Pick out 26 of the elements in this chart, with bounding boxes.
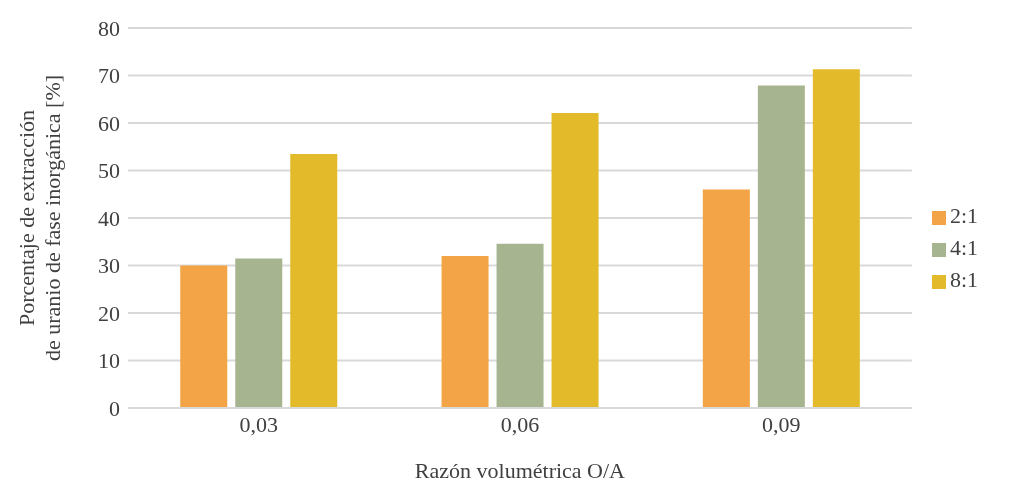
bar: [235, 258, 283, 408]
bar: [812, 69, 860, 408]
x-tick-label: 0,09: [761, 411, 801, 437]
y-tick-label: 10: [98, 348, 120, 374]
y-tick-label: 0: [109, 395, 120, 421]
x-tick-label: 0,03: [239, 411, 278, 437]
bar: [496, 243, 544, 408]
bar: [757, 85, 805, 408]
legend-label: 8:1: [949, 267, 978, 292]
legend-label: 4:1: [949, 235, 978, 260]
legend-label: 2:1: [949, 203, 978, 228]
y-axis-title: Porcentaje de extracción de uranio de fase inorgánica [%]: [14, 74, 65, 362]
y-tick-label: 80: [98, 15, 120, 41]
y-tick-label: 50: [98, 158, 120, 184]
bar: [180, 265, 228, 408]
bar: [290, 153, 338, 408]
y-tick-label: 70: [98, 63, 120, 89]
bar: [702, 189, 750, 408]
x-axis-title: Razón volumétrica O/A: [414, 458, 626, 483]
y-tick-label: 60: [98, 110, 120, 136]
bar: [441, 256, 489, 408]
y-tick-label: 20: [98, 300, 120, 326]
y-tick-label: 40: [98, 205, 120, 231]
bar: [551, 113, 599, 408]
y-tick-label: 30: [98, 253, 120, 279]
x-tick-label: 0,06: [500, 411, 540, 437]
